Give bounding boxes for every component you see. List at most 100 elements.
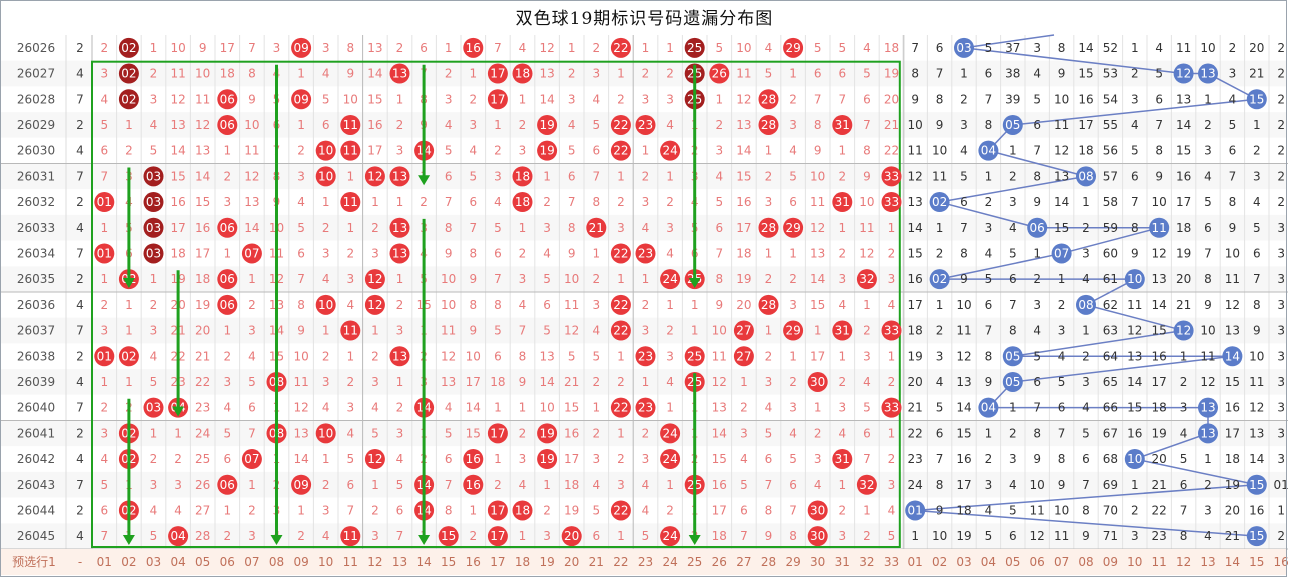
- red-miss-value: 3: [346, 401, 354, 415]
- red-miss-value: 3: [617, 221, 625, 235]
- red-miss-value: 26: [195, 478, 210, 492]
- sum-value: 2: [76, 349, 84, 363]
- red-miss-value: 3: [371, 529, 379, 543]
- blue-ball-number: 03: [956, 41, 971, 55]
- blue-miss-value: 2: [1082, 221, 1090, 235]
- red-miss-value: 10: [466, 349, 481, 363]
- blue-ball: [1173, 320, 1194, 341]
- red-miss-value: 6: [494, 349, 502, 363]
- red-miss-value: 15: [810, 298, 825, 312]
- red-ball: [733, 320, 754, 341]
- red-ball: [217, 294, 238, 315]
- red-miss-value: 2: [248, 503, 256, 517]
- red-miss-value: 14: [712, 426, 727, 440]
- red-ball-number: 16: [466, 452, 481, 466]
- blue-miss-value: 21: [1225, 529, 1240, 543]
- red-miss-value: 2: [863, 324, 871, 338]
- red-miss-value: 1: [814, 401, 822, 415]
- red-miss-value: 8: [814, 118, 822, 132]
- blue-miss-value: 5: [1131, 144, 1139, 158]
- blue-ball: [1002, 346, 1023, 367]
- red-miss-value: 6: [297, 246, 305, 260]
- red-ball-number: 03: [146, 246, 161, 260]
- blue-miss-value: 5: [985, 529, 993, 543]
- blue-miss-value: 14: [1152, 298, 1167, 312]
- blue-miss-value: 6: [1058, 401, 1066, 415]
- blue-miss-value: 9: [1058, 478, 1066, 492]
- red-miss-value: 3: [888, 272, 896, 286]
- red-miss-value: 8: [863, 144, 871, 158]
- red-ball-number: 02: [121, 67, 136, 81]
- trend-arrow-head: [172, 406, 185, 417]
- red-miss-value: 3: [150, 478, 158, 492]
- red-miss-value: 5: [248, 375, 256, 389]
- red-miss-value: 5: [814, 41, 822, 55]
- red-miss-value: 5: [494, 221, 502, 235]
- blue-miss-value: 2: [1009, 169, 1017, 183]
- red-miss-value: 2: [666, 67, 674, 81]
- red-miss-value: 3: [642, 452, 650, 466]
- red-miss-value: 2: [150, 298, 158, 312]
- red-ball-number: 20: [564, 529, 579, 543]
- blue-miss-value: 11: [1054, 118, 1069, 132]
- red-miss-value: 2: [568, 67, 576, 81]
- red-miss-value: 21: [884, 118, 899, 132]
- blue-miss-value: 19: [956, 529, 971, 543]
- red-miss-value: 3: [150, 324, 158, 338]
- blue-miss-value: 5: [1155, 67, 1163, 81]
- blue-miss-value: 5: [1180, 452, 1188, 466]
- blue-miss-value: 3: [1277, 221, 1285, 235]
- red-ball-number: 12: [367, 452, 382, 466]
- red-miss-value: 2: [617, 195, 625, 209]
- sum-value: 2: [76, 503, 84, 517]
- blue-miss-value: 12: [956, 349, 971, 363]
- red-miss-value: 10: [195, 67, 210, 81]
- red-miss-value: 2: [125, 144, 133, 158]
- red-miss-value: 8: [346, 41, 354, 55]
- red-ball-number: 29: [785, 324, 800, 338]
- red-ball-number: 19: [539, 426, 554, 440]
- blue-miss-value: 8: [936, 478, 944, 492]
- blue-miss-value: 5: [1229, 118, 1237, 132]
- red-ball-number: 17: [490, 529, 505, 543]
- red-ball-number: 04: [170, 529, 185, 543]
- issue-number: 26035: [17, 272, 55, 286]
- blue-miss-value: 55: [1103, 118, 1118, 132]
- blue-miss-value: 5: [1253, 221, 1261, 235]
- blue-miss-value: 11: [1176, 41, 1191, 55]
- red-miss-value: 14: [170, 144, 185, 158]
- red-ball: [217, 217, 238, 238]
- red-miss-value: 5: [445, 426, 453, 440]
- sum-value: 4: [76, 221, 84, 235]
- blue-miss-value: 1: [1009, 144, 1017, 158]
- red-miss-value: 13: [441, 375, 456, 389]
- red-miss-value: 14: [244, 221, 259, 235]
- red-ball: [94, 243, 115, 264]
- red-miss-value: 12: [810, 221, 825, 235]
- blue-miss-value: 7: [985, 324, 993, 338]
- red-miss-value: 2: [371, 221, 379, 235]
- sum-value: 7: [76, 246, 84, 260]
- red-miss-value: 13: [170, 118, 185, 132]
- red-miss-value: 3: [346, 272, 354, 286]
- blue-miss-value: 8: [1155, 144, 1163, 158]
- blue-trend-line: [963, 34, 1055, 49]
- red-ball-number: 18: [515, 503, 530, 517]
- red-ball: [758, 294, 779, 315]
- red-miss-value: 10: [736, 41, 751, 55]
- red-miss-value: 1: [248, 272, 256, 286]
- issue-number: 26038: [17, 349, 55, 363]
- red-miss-value: 9: [568, 246, 576, 260]
- blue-miss-value: 4: [1082, 272, 1090, 286]
- red-ball: [586, 217, 607, 238]
- red-miss-value: 7: [740, 529, 748, 543]
- blue-miss-value: 8: [985, 118, 993, 132]
- blue-miss-value: 18: [956, 503, 971, 517]
- red-ball: [315, 294, 336, 315]
- red-column-header: 10: [318, 555, 333, 569]
- red-miss-value: 5: [888, 529, 896, 543]
- blue-miss-value: 14: [1054, 195, 1069, 209]
- blue-miss-value: 6: [1253, 246, 1261, 260]
- red-miss-value: 1: [445, 41, 453, 55]
- red-miss-value: 2: [814, 426, 822, 440]
